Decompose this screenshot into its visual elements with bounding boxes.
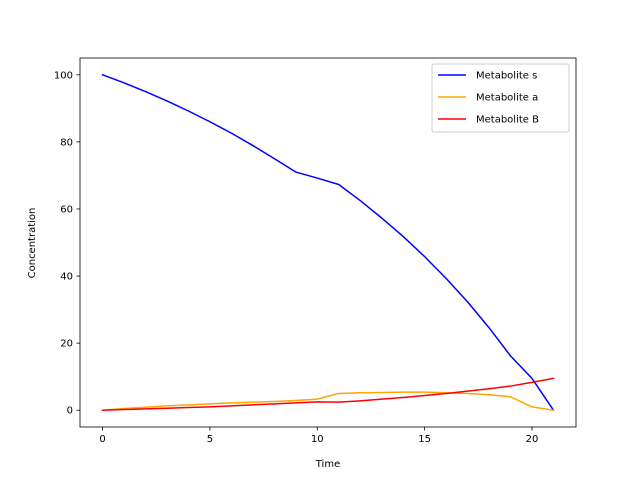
- legend: Metabolite s Metabolite a Metabolite B: [431, 63, 570, 133]
- x-tick-label: 20: [526, 434, 539, 445]
- legend-label-0: Metabolite s: [476, 71, 537, 82]
- y-tick-label: 80: [60, 137, 73, 148]
- x-axis-label: Time: [315, 459, 340, 470]
- x-axis-ticks: 0 5 10 15 20: [99, 427, 538, 445]
- y-tick-label: 0: [67, 406, 73, 417]
- y-axis-label: Concentration: [27, 208, 38, 279]
- y-axis-ticks: 0 20 40 60 80 100: [54, 70, 80, 417]
- series-line-0: [101, 73, 555, 412]
- series-line-1: [101, 391, 555, 412]
- x-tick-label: 5: [207, 434, 213, 445]
- y-tick-label: 60: [60, 204, 73, 215]
- x-tick-label: 10: [311, 434, 324, 445]
- series-line-2: [101, 377, 555, 412]
- plot-lines: [101, 73, 555, 412]
- plot-frame: [79, 57, 577, 428]
- y-tick-label: 100: [54, 70, 73, 81]
- legend-box: [431, 63, 570, 133]
- legend-label-2: Metabolite B: [476, 115, 539, 126]
- legend-label-1: Metabolite a: [476, 93, 538, 104]
- y-tick-label: 20: [60, 339, 73, 350]
- x-tick-label: 0: [99, 434, 105, 445]
- x-tick-label: 15: [418, 434, 431, 445]
- y-tick-label: 40: [60, 272, 73, 283]
